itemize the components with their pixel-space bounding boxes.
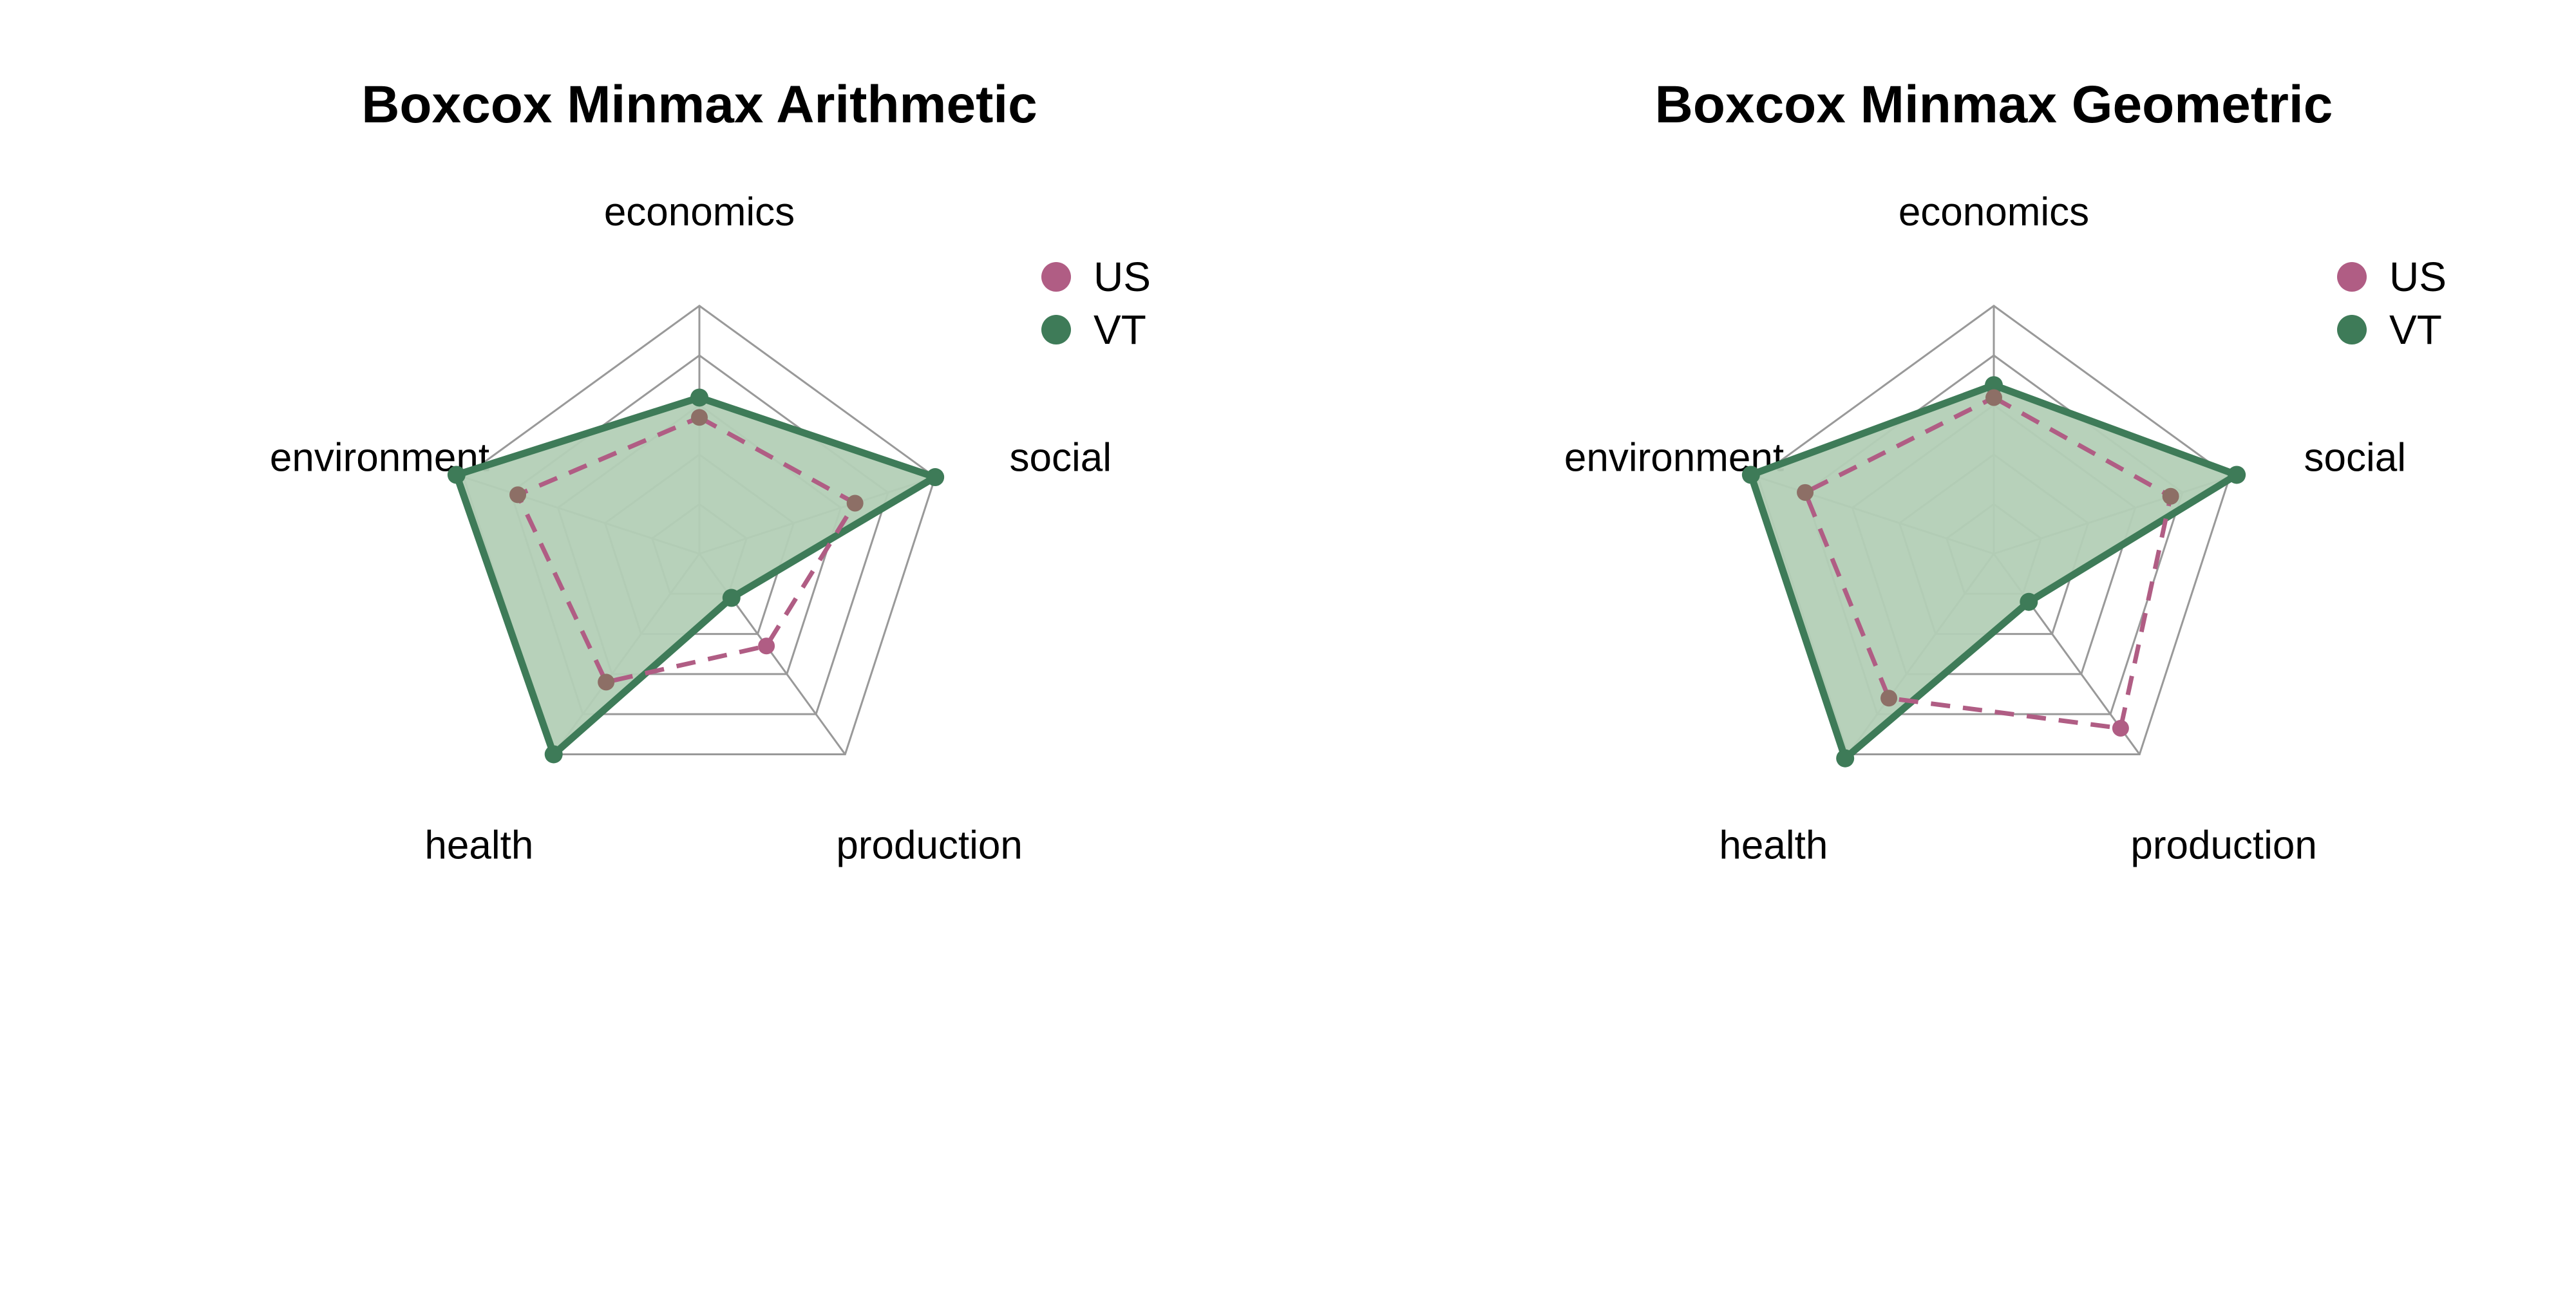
chart-title: Boxcox Minmax Arithmetic bbox=[361, 75, 1037, 134]
series-line-us bbox=[515, 415, 858, 684]
legend-marker-vt bbox=[2337, 315, 2367, 344]
series-vt bbox=[447, 388, 945, 764]
radar-panel-arithmetic: Boxcox Minmax Arithmetic economics social… bbox=[270, 75, 1151, 867]
axis-label-production: production bbox=[836, 823, 1023, 867]
point-vt-social bbox=[2228, 466, 2246, 484]
point-us-production bbox=[2112, 719, 2129, 737]
legend-label-vt: VT bbox=[2389, 306, 2442, 353]
point-vt-health bbox=[1836, 749, 1855, 768]
point-us-health bbox=[1880, 690, 1898, 707]
point-vt-health bbox=[544, 745, 563, 764]
legend-label-vt: VT bbox=[1094, 306, 1146, 353]
point-vt-production bbox=[722, 589, 741, 607]
point-us-economics bbox=[691, 409, 708, 426]
point-us-economics bbox=[1985, 389, 2002, 406]
grid-ring bbox=[1757, 305, 2231, 755]
point-us-social bbox=[846, 495, 864, 512]
point-us-health bbox=[598, 674, 615, 691]
radar-panel-geometric: Boxcox Minmax Geometric economics social p… bbox=[1564, 75, 2447, 867]
point-vt-environment bbox=[447, 466, 466, 484]
legend-label-us: US bbox=[2389, 254, 2447, 300]
legend-marker-vt bbox=[1041, 315, 1071, 344]
point-us-social bbox=[2162, 487, 2179, 505]
point-vt-environment bbox=[1741, 466, 1760, 484]
legend-marker-us bbox=[2337, 262, 2367, 292]
point-us-environment bbox=[1797, 484, 1814, 501]
point-vt-economics bbox=[1985, 376, 2003, 395]
axis-label-social: social bbox=[2304, 436, 2407, 480]
point-us-production bbox=[758, 637, 775, 655]
series-line-vt bbox=[453, 393, 939, 758]
axis-label-health: health bbox=[1719, 823, 1828, 867]
point-vt-economics bbox=[690, 388, 708, 407]
legend: US VT bbox=[2337, 254, 2447, 353]
series-line-vt bbox=[1747, 381, 2240, 762]
axis-label-social: social bbox=[1010, 436, 1112, 480]
grid-ring bbox=[462, 305, 936, 755]
axis-label-production: production bbox=[2130, 823, 2317, 867]
axis-label-health: health bbox=[424, 823, 533, 867]
legend-label-us: US bbox=[1094, 254, 1151, 300]
axis-label-economics: economics bbox=[1899, 190, 2089, 234]
point-us-environment bbox=[509, 486, 527, 504]
point-vt-social bbox=[926, 468, 945, 487]
series-line-us bbox=[1803, 395, 2174, 731]
legend-marker-us bbox=[1041, 262, 1071, 292]
legend: US VT bbox=[1041, 254, 1151, 353]
series-us bbox=[509, 409, 864, 691]
point-vt-production bbox=[2020, 592, 2038, 611]
chart-title: Boxcox Minmax Geometric bbox=[1655, 75, 2333, 134]
series-us bbox=[1797, 389, 2179, 737]
series-vt bbox=[1741, 376, 2246, 768]
axis-label-economics: economics bbox=[604, 190, 795, 234]
